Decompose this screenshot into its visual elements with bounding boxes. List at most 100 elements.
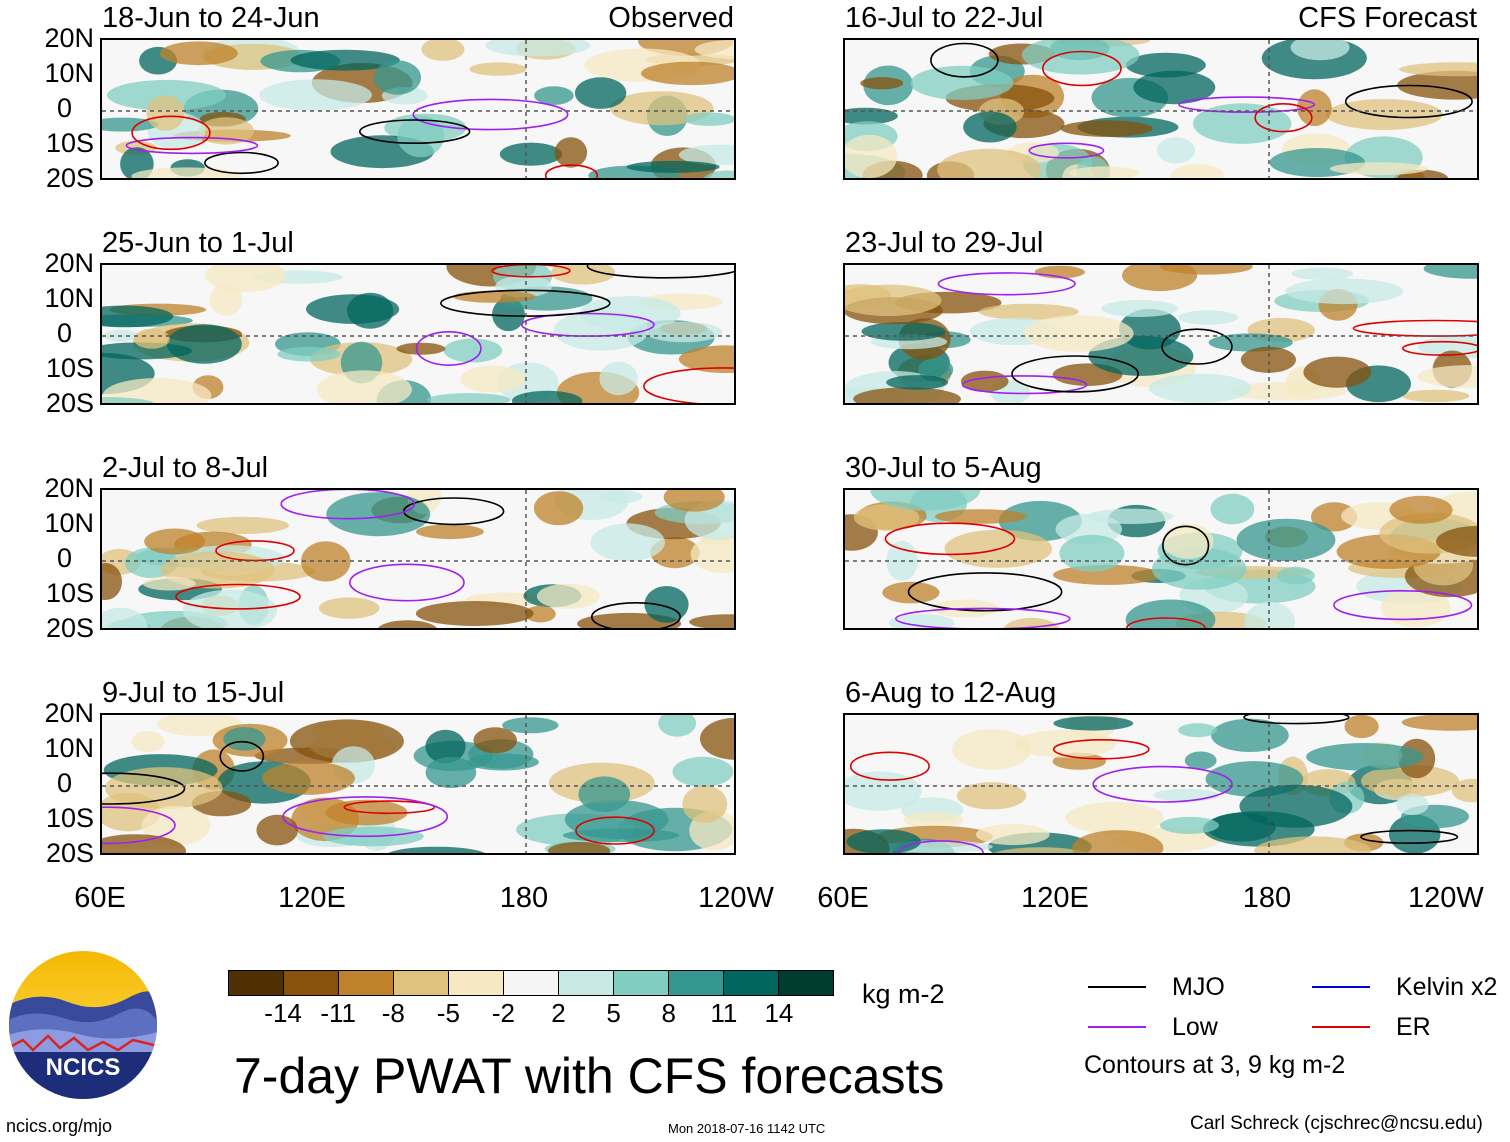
map-panel-left-1: 18-Jun to 24-Jun Observed bbox=[100, 0, 736, 180]
footer-timestamp: Mon 2018-07-16 1142 UTC bbox=[668, 1121, 826, 1136]
pwat-anomaly-blob bbox=[525, 605, 556, 623]
panel-period-title: 30-Jul to 5-Aug bbox=[843, 450, 1044, 486]
colorbar-label: 8 bbox=[661, 998, 676, 1028]
wave-contour bbox=[1161, 328, 1233, 365]
pwat-anomaly-blob bbox=[485, 40, 591, 57]
pwat-anomaly-blob bbox=[1156, 137, 1196, 164]
panel-period-title: 25-Jun to 1-Jul bbox=[100, 225, 296, 261]
pwat-anomaly-blob bbox=[427, 393, 511, 403]
pwat-anomaly-blob bbox=[1329, 162, 1428, 176]
pwat-anomaly-blob bbox=[416, 524, 484, 540]
colorbar-label: 14 bbox=[764, 998, 794, 1028]
pwat-field bbox=[102, 40, 734, 178]
pwat-anomaly-blob bbox=[453, 290, 536, 303]
pwat-anomaly-blob bbox=[626, 160, 720, 173]
pwat-anomaly-blob bbox=[536, 583, 600, 609]
pwat-anomaly-blob bbox=[1170, 163, 1225, 178]
pwat-anomaly-blob bbox=[133, 328, 170, 349]
pwat-map bbox=[843, 713, 1479, 855]
pwat-anomaly-blob bbox=[415, 601, 534, 626]
footer-credit: Carl Schreck (cjschrec@ncsu.edu) bbox=[1190, 1113, 1483, 1134]
map-panel-left-3: 2-Jul to 8-Jul bbox=[100, 450, 736, 630]
pwat-anomaly-blob bbox=[703, 170, 734, 178]
pwat-anomaly-blob bbox=[678, 345, 734, 373]
colorbar-label: -14 bbox=[264, 998, 302, 1028]
wave-contour bbox=[1254, 102, 1313, 133]
wave-contour bbox=[343, 800, 436, 815]
pwat-anomaly-blob bbox=[1122, 265, 1198, 292]
pwat-anomaly-blob bbox=[1344, 715, 1379, 739]
legend-line-kelvin bbox=[1312, 986, 1370, 988]
pwat-anomaly-blob bbox=[694, 40, 734, 59]
pwat-anomaly-blob bbox=[1133, 70, 1216, 105]
wave-contour bbox=[491, 265, 571, 278]
wave-contour bbox=[575, 816, 655, 845]
pwat-anomaly-blob bbox=[882, 581, 940, 604]
pwat-anomaly-blob bbox=[388, 846, 486, 853]
wave-contour bbox=[907, 572, 1063, 612]
pwat-anomaly-blob bbox=[102, 563, 122, 600]
colorbar-segment bbox=[284, 971, 339, 995]
map-panel-right-1: 16-Jul to 22-Jul CFS Forecast bbox=[843, 0, 1479, 180]
units-label: kg m-2 bbox=[862, 979, 945, 1009]
pwat-anomaly-blob bbox=[870, 490, 981, 511]
pwat-anomaly-blob bbox=[574, 77, 627, 109]
pwat-field bbox=[102, 715, 734, 853]
pwat-anomaly-blob bbox=[641, 61, 734, 86]
colorbar-segment bbox=[559, 971, 614, 995]
wave-contour bbox=[520, 312, 655, 337]
ncics-logo-graphic: NCICS bbox=[9, 951, 157, 1099]
colorbar-segment bbox=[339, 971, 394, 995]
pwat-map bbox=[100, 488, 736, 630]
pwat-anomaly-blob bbox=[425, 757, 477, 788]
lat-label-10n: 10N bbox=[44, 508, 94, 538]
pwat-anomaly-blob bbox=[1021, 40, 1140, 75]
pwat-anomaly-blob bbox=[102, 397, 154, 403]
pwat-anomaly-blob bbox=[1397, 70, 1477, 100]
lat-label-20s: 20S bbox=[45, 388, 94, 418]
pwat-anomaly-blob bbox=[553, 310, 649, 351]
wave-contour bbox=[643, 367, 734, 403]
map-panel-left-4: 9-Jul to 15-Jul bbox=[100, 675, 736, 855]
wave-contour bbox=[898, 840, 984, 853]
lat-label-20n: 20N bbox=[44, 248, 94, 278]
pwat-anomaly-blob bbox=[102, 305, 174, 328]
footer-url[interactable]: ncics.org/mjo bbox=[6, 1116, 113, 1136]
wave-contour bbox=[1011, 355, 1139, 393]
pwat-anomaly-blob bbox=[131, 730, 165, 752]
panel-period-title: 23-Jul to 29-Jul bbox=[843, 225, 1046, 261]
pwat-anomaly-blob bbox=[1152, 547, 1247, 590]
pwat-anomaly-blob bbox=[1244, 601, 1295, 628]
pwat-anomaly-blob bbox=[578, 776, 631, 812]
wave-contour bbox=[359, 119, 471, 145]
lat-label-10n: 10N bbox=[44, 733, 94, 763]
colorbar-segment bbox=[614, 971, 669, 995]
legend-item-mjo: MJO bbox=[1088, 972, 1225, 1002]
lon-label-120w: 120W bbox=[1408, 882, 1484, 914]
pwat-anomaly-blob bbox=[548, 842, 611, 853]
pwat-anomaly-blob bbox=[102, 378, 212, 403]
pwat-anomaly-blob bbox=[1184, 751, 1217, 770]
pwat-anomaly-blob bbox=[934, 509, 1028, 524]
pwat-anomaly-blob bbox=[378, 620, 437, 628]
pwat-anomaly-blob bbox=[888, 614, 955, 628]
pwat-anomaly-blob bbox=[256, 814, 298, 846]
wave-contour bbox=[895, 607, 1071, 628]
colorbar-segment bbox=[724, 971, 779, 995]
wave-contour bbox=[175, 583, 301, 610]
pwat-anomaly-blob bbox=[1399, 62, 1477, 77]
pwat-anomaly-blob bbox=[301, 541, 351, 582]
pwat-anomaly-blob bbox=[860, 77, 904, 90]
pwat-anomaly-blob bbox=[1159, 816, 1219, 834]
pwat-anomaly-blob bbox=[1060, 120, 1153, 137]
wave-contour bbox=[415, 331, 482, 367]
pwat-anomaly-blob bbox=[845, 134, 898, 178]
wave-contour bbox=[884, 522, 1016, 556]
pwat-anomaly-blob bbox=[853, 504, 920, 531]
wave-contour bbox=[1243, 715, 1350, 725]
pwat-anomaly-blob bbox=[1125, 52, 1206, 78]
colorbar-label: 5 bbox=[606, 998, 621, 1028]
pwat-anomaly-blob bbox=[1303, 356, 1372, 388]
colorbar-label: 11 bbox=[710, 998, 738, 1028]
wave-contour bbox=[1360, 829, 1459, 844]
